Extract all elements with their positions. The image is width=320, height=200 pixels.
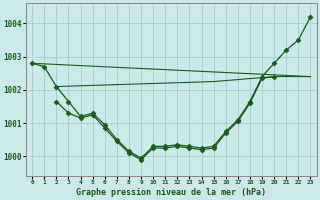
X-axis label: Graphe pression niveau de la mer (hPa): Graphe pression niveau de la mer (hPa) xyxy=(76,188,266,197)
